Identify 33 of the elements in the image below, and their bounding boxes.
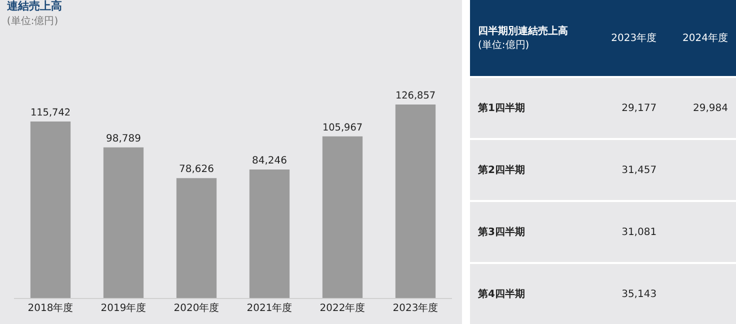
x-tick-label: 2019年度 — [100, 302, 146, 314]
data-label: 78,626 — [179, 164, 214, 176]
data-label: 35,143 — [593, 263, 665, 324]
data-label: 115,742 — [30, 108, 71, 119]
bar — [249, 170, 290, 298]
data-label: 29,177 — [593, 77, 665, 139]
data-label: 31,457 — [593, 139, 665, 201]
x-tick-label: 2022年度 — [320, 302, 366, 314]
category-label: 第1四半期 — [470, 77, 594, 139]
category-label: 第3四半期 — [470, 201, 594, 263]
data-label: 29,984 — [664, 77, 736, 139]
chart-title: 連結売上高 — [6, 0, 62, 13]
bar — [103, 147, 144, 298]
data-label: 126,857 — [395, 90, 436, 102]
data-label: 31,081 — [593, 201, 665, 263]
category-label: 第2四半期 — [470, 139, 594, 201]
x-tick-label: 2021年度 — [246, 302, 292, 314]
text: 四半期別連結売上高 — [478, 26, 568, 37]
data-label: 98,789 — [106, 133, 141, 144]
chart-subtitle: (単位:億円) — [6, 15, 58, 28]
x-tick-label: 2020年度 — [174, 302, 220, 314]
text: 2024年度 — [664, 0, 736, 77]
x-tick-label: 2023年度 — [392, 302, 438, 314]
x-tick-label: 2018年度 — [28, 302, 74, 314]
bar — [395, 104, 436, 298]
series-label: 2023年度 — [593, 0, 665, 77]
bar — [30, 122, 71, 298]
bar — [176, 178, 217, 298]
data-label: 84,246 — [252, 156, 288, 167]
bar — [322, 136, 363, 298]
category-label: 第4四半期 — [470, 263, 594, 324]
text: (単位:億円) — [478, 40, 530, 51]
data-label: 105,967 — [322, 122, 363, 134]
